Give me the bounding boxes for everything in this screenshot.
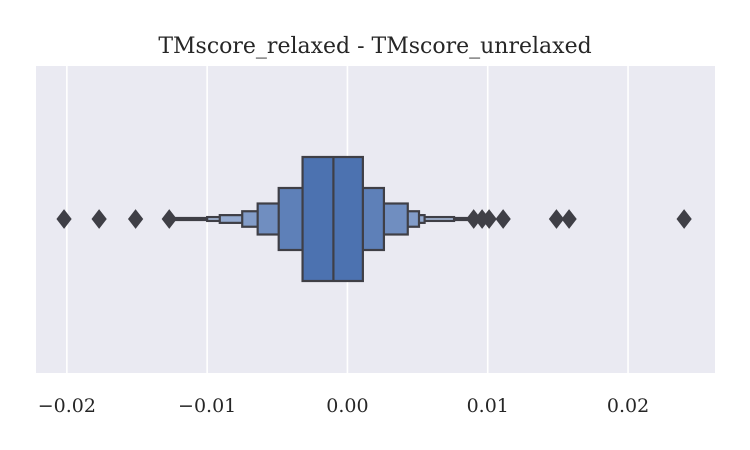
x-tick-label: 0.02 [607,395,649,417]
chart-title: TMscore_relaxed - TMscore_unrelaxed [158,34,591,59]
outlier-point [481,209,497,229]
outlier-point [495,209,511,229]
x-tick-label: −0.02 [38,395,96,417]
x-tick-label: −0.01 [178,395,236,417]
x-tick-label: 0.01 [467,395,509,417]
outlier-point [127,209,144,229]
outlier-point [91,209,107,229]
x-axis-ticks: −0.02 −0.01 0.00 0.01 0.02 [38,395,649,417]
outlier-point [561,209,577,229]
x-tick-label: 0.00 [326,395,368,417]
outlier-point [161,209,177,229]
outlier-point [676,209,692,229]
outlier-points [56,209,692,229]
outlier-point [56,209,72,229]
outlier-point [548,209,565,229]
